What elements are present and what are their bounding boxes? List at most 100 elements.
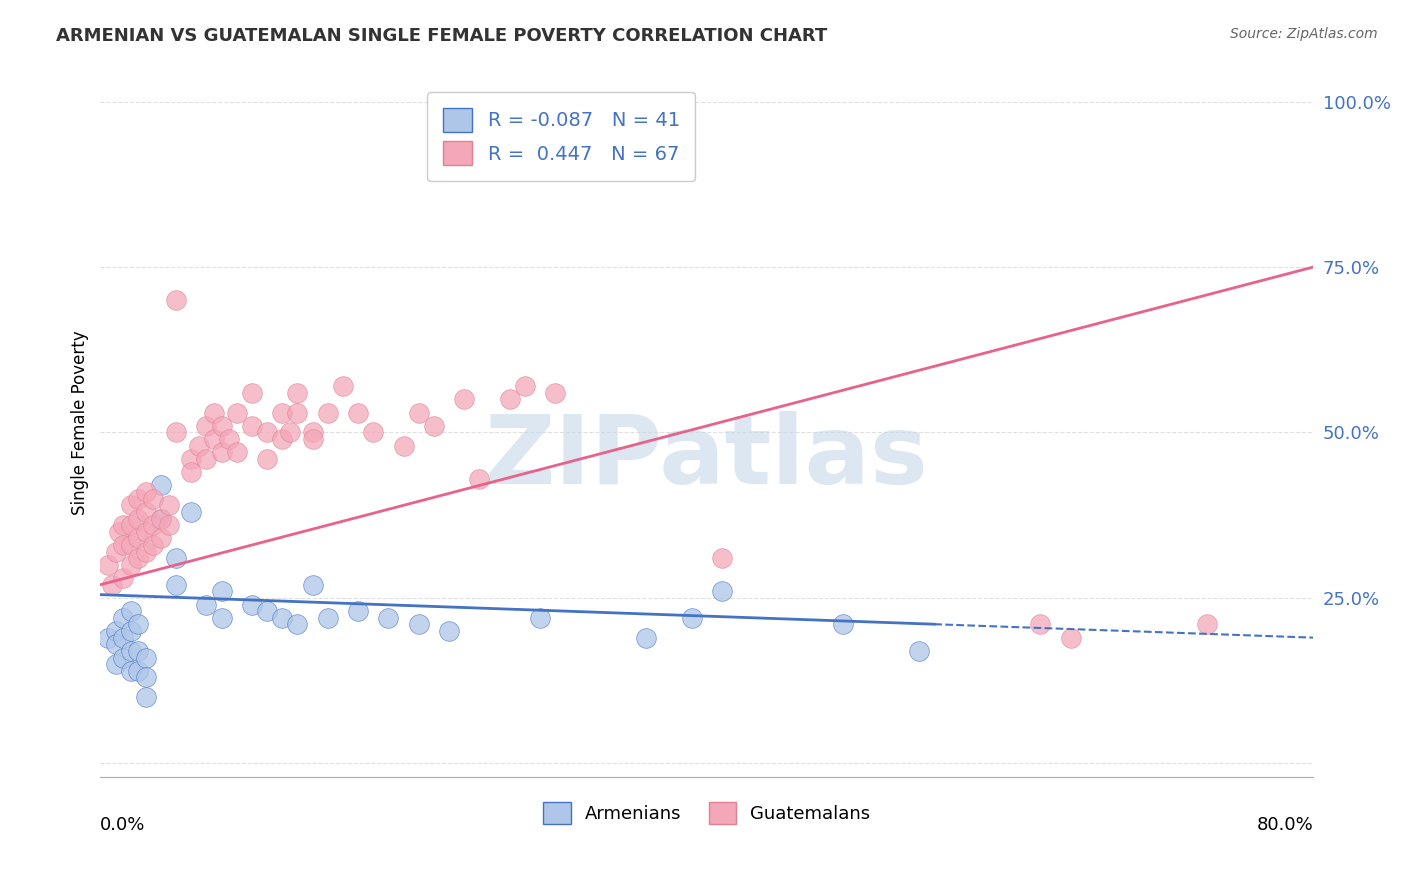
Point xyxy=(112,538,135,552)
Point xyxy=(332,379,354,393)
Text: ZIPatlas: ZIPatlas xyxy=(485,411,929,505)
Point xyxy=(908,644,931,658)
Point xyxy=(392,439,415,453)
Point xyxy=(301,425,323,440)
Point xyxy=(104,624,127,638)
Point xyxy=(127,664,149,678)
Point xyxy=(225,445,247,459)
Point xyxy=(529,611,551,625)
Point xyxy=(423,418,446,433)
Point xyxy=(316,406,339,420)
Point xyxy=(218,432,240,446)
Point xyxy=(211,611,233,625)
Point xyxy=(499,392,522,407)
Point xyxy=(180,505,202,519)
Point xyxy=(104,637,127,651)
Point xyxy=(468,472,491,486)
Point xyxy=(361,425,384,440)
Point xyxy=(347,406,370,420)
Point xyxy=(157,518,180,533)
Point xyxy=(1060,631,1083,645)
Point xyxy=(1197,617,1219,632)
Point xyxy=(271,611,294,625)
Y-axis label: Single Female Poverty: Single Female Poverty xyxy=(72,330,89,515)
Point xyxy=(120,604,142,618)
Point xyxy=(165,551,187,566)
Point xyxy=(256,452,278,467)
Point xyxy=(127,511,149,525)
Point xyxy=(135,544,157,558)
Point xyxy=(681,611,703,625)
Legend: Armenians, Guatemalans: Armenians, Guatemalans xyxy=(536,795,877,831)
Point xyxy=(120,558,142,572)
Point xyxy=(120,498,142,512)
Point xyxy=(710,551,733,566)
Point xyxy=(256,425,278,440)
Point xyxy=(97,558,120,572)
Point xyxy=(150,511,173,525)
Point xyxy=(120,624,142,638)
Point xyxy=(142,538,165,552)
Point xyxy=(142,518,165,533)
Point xyxy=(408,406,430,420)
Point xyxy=(195,598,218,612)
Point xyxy=(202,432,225,446)
Point xyxy=(127,491,149,506)
Point xyxy=(240,385,263,400)
Point xyxy=(240,418,263,433)
Point xyxy=(120,644,142,658)
Point xyxy=(157,498,180,512)
Point xyxy=(636,631,658,645)
Point xyxy=(120,538,142,552)
Point xyxy=(104,657,127,672)
Point xyxy=(202,406,225,420)
Point xyxy=(127,532,149,546)
Point xyxy=(301,578,323,592)
Point xyxy=(832,617,855,632)
Point xyxy=(278,425,301,440)
Point xyxy=(710,584,733,599)
Point xyxy=(180,452,202,467)
Point xyxy=(453,392,475,407)
Point xyxy=(112,571,135,585)
Point xyxy=(165,293,187,307)
Point xyxy=(301,432,323,446)
Point xyxy=(165,425,187,440)
Point xyxy=(195,452,218,467)
Point xyxy=(135,485,157,500)
Point xyxy=(437,624,460,638)
Point xyxy=(165,578,187,592)
Text: ARMENIAN VS GUATEMALAN SINGLE FEMALE POVERTY CORRELATION CHART: ARMENIAN VS GUATEMALAN SINGLE FEMALE POV… xyxy=(56,27,828,45)
Point xyxy=(287,385,309,400)
Point xyxy=(120,518,142,533)
Point xyxy=(127,644,149,658)
Point xyxy=(271,432,294,446)
Point xyxy=(97,631,120,645)
Point xyxy=(135,690,157,705)
Point xyxy=(544,385,567,400)
Point xyxy=(211,584,233,599)
Point xyxy=(256,604,278,618)
Point xyxy=(408,617,430,632)
Point xyxy=(104,544,127,558)
Point xyxy=(101,578,124,592)
Point xyxy=(127,617,149,632)
Point xyxy=(377,611,399,625)
Point xyxy=(112,518,135,533)
Point xyxy=(287,406,309,420)
Point xyxy=(187,439,209,453)
Point xyxy=(271,406,294,420)
Text: 0.0%: 0.0% xyxy=(100,815,146,833)
Point xyxy=(150,511,173,525)
Point xyxy=(112,631,135,645)
Point xyxy=(211,418,233,433)
Point xyxy=(127,551,149,566)
Point xyxy=(180,465,202,479)
Point xyxy=(225,406,247,420)
Point xyxy=(142,491,165,506)
Point xyxy=(513,379,536,393)
Point xyxy=(107,524,129,539)
Point xyxy=(135,505,157,519)
Point xyxy=(135,650,157,665)
Point xyxy=(135,670,157,684)
